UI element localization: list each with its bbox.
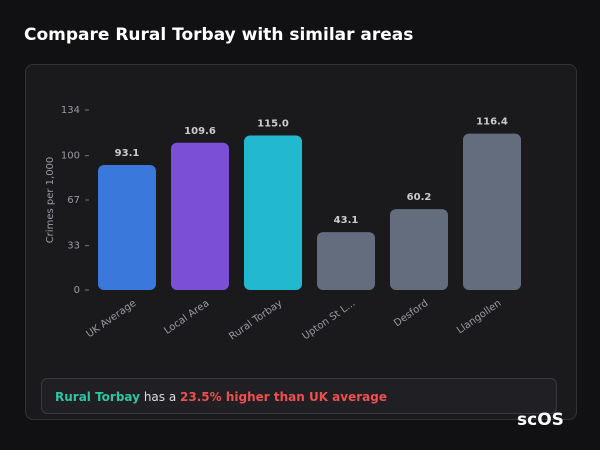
summary-text: has a	[143, 390, 177, 404]
value-label: 60.2	[407, 192, 432, 203]
summary-area: Rural Torbay	[55, 390, 140, 404]
x-tick-label: Rural Torbay	[227, 298, 284, 343]
y-tick-label: 33	[67, 241, 80, 252]
summary: Rural Torbay has a 23.5% higher than UK …	[41, 378, 557, 414]
value-label: 43.1	[334, 215, 359, 226]
x-tick-label: Desford	[392, 298, 430, 329]
summary-highlight: 23.5% higher than UK average	[180, 390, 387, 404]
y-tick-label: 134	[61, 105, 80, 116]
bar	[317, 232, 375, 290]
bar	[171, 142, 229, 290]
bar	[463, 133, 521, 290]
x-tick-label: Llangollen	[455, 298, 503, 336]
value-label: 116.4	[476, 117, 508, 128]
value-label: 93.1	[115, 148, 140, 159]
x-tick-label: Upton St L...	[301, 298, 358, 342]
x-tick-label: UK Average	[85, 298, 139, 340]
bar	[98, 164, 156, 290]
page-title: Compare Rural Torbay with similar areas	[24, 25, 414, 45]
y-tick-label: 0	[74, 285, 80, 296]
y-tick-label: 67	[67, 195, 80, 206]
bar	[244, 135, 302, 290]
value-label: 115.0	[257, 119, 289, 130]
logo: scOS	[517, 410, 564, 430]
y-tick-label: 100	[61, 151, 80, 162]
y-axis-label: Crimes per 1,000	[45, 157, 56, 244]
bar	[390, 209, 448, 290]
value-label: 109.6	[184, 126, 216, 137]
x-tick-label: Local Area	[162, 298, 211, 337]
